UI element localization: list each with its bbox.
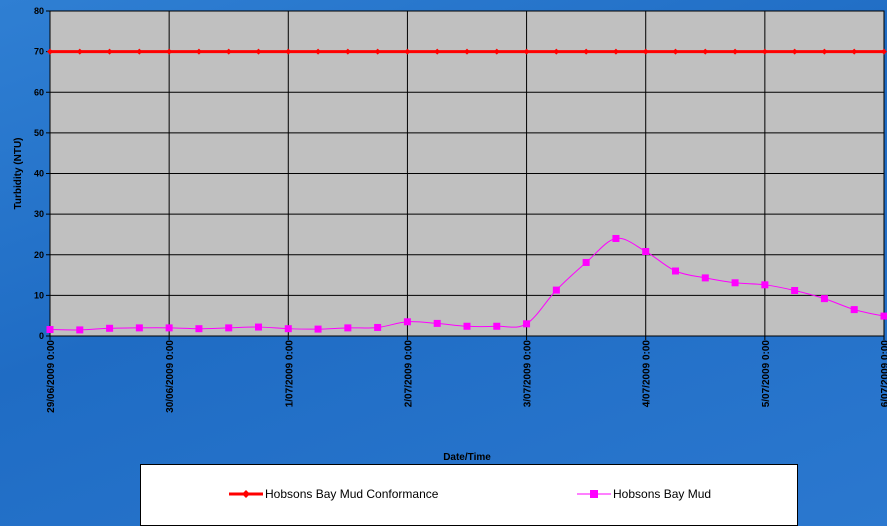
- point-conformance: [732, 48, 739, 55]
- point-mud: [135, 324, 143, 332]
- legend: Hobsons Bay Mud Conformance Hobsons Bay …: [140, 464, 798, 526]
- x-tick-label: 6/07/2009 0:00: [880, 340, 887, 408]
- point-conformance: [851, 48, 858, 55]
- point-conformance: [315, 48, 322, 55]
- point-conformance: [761, 48, 768, 55]
- point-conformance: [612, 48, 619, 55]
- x-tick-label: 30/06/2009 0:00: [165, 340, 176, 413]
- legend-label-conformance: Hobsons Bay Mud Conformance: [265, 487, 439, 501]
- legend-marker-conformance: [229, 490, 263, 498]
- point-conformance: [166, 48, 173, 55]
- point-conformance: [225, 48, 232, 55]
- point-conformance: [672, 48, 679, 55]
- point-mud: [880, 312, 887, 320]
- legend-item-conformance: Hobsons Bay Mud Conformance: [229, 487, 438, 501]
- legend-item-mud: Hobsons Bay Mud: [577, 487, 711, 501]
- point-conformance: [374, 48, 381, 55]
- point-conformance: [285, 48, 292, 55]
- point-conformance: [702, 48, 709, 55]
- point-mud: [582, 258, 590, 266]
- y-tick-label: 0: [39, 331, 44, 341]
- point-mud: [850, 306, 858, 314]
- point-conformance: [404, 48, 411, 55]
- point-mud: [552, 286, 560, 294]
- y-tick-label: 60: [34, 87, 44, 97]
- point-conformance: [583, 48, 590, 55]
- y-axis-ticks: 0 10 20 30 40 50 60 70 80: [34, 6, 50, 341]
- x-tick-label: 1/07/2009 0:00: [284, 340, 295, 408]
- point-conformance: [791, 48, 798, 55]
- point-conformance: [136, 48, 143, 55]
- y-tick-label: 10: [34, 290, 44, 300]
- series-layer: [46, 48, 887, 334]
- point-mud: [106, 324, 114, 332]
- point-mud: [761, 281, 769, 289]
- point-conformance: [464, 48, 470, 55]
- point-conformance: [881, 48, 887, 55]
- point-mud: [493, 322, 501, 330]
- legend-label-mud: Hobsons Bay Mud: [613, 487, 712, 501]
- point-mud: [433, 319, 441, 327]
- point-mud: [612, 235, 620, 242]
- y-tick-label: 70: [34, 47, 44, 57]
- y-tick-label: 50: [34, 128, 44, 138]
- point-conformance: [344, 48, 351, 55]
- point-mud: [76, 326, 84, 334]
- point-mud: [523, 320, 531, 328]
- point-mud: [701, 274, 709, 282]
- point-conformance: [434, 48, 441, 55]
- point-mud: [791, 287, 799, 294]
- x-axis-ticks: 29/06/2009 0:00 30/06/2009 0:00 1/07/2009 …: [46, 336, 887, 413]
- point-conformance: [642, 48, 649, 55]
- point-mud: [374, 323, 382, 331]
- point-mud: [403, 318, 411, 326]
- x-tick-label: 3/07/2009 0:00: [523, 340, 534, 408]
- point-conformance: [523, 48, 530, 55]
- point-conformance: [553, 48, 560, 55]
- point-conformance: [493, 48, 500, 55]
- point-mud: [165, 324, 173, 332]
- y-tick-label: 30: [34, 209, 44, 219]
- point-conformance: [821, 48, 828, 55]
- x-axis-title: Date/Time: [443, 452, 491, 463]
- point-mud: [672, 267, 679, 275]
- point-conformance: [195, 48, 202, 55]
- x-tick-label: 29/06/2009 0:00: [46, 340, 57, 413]
- x-tick-label: 4/07/2009 0:00: [642, 340, 653, 408]
- y-tick-label: 40: [34, 169, 44, 179]
- point-conformance: [106, 48, 113, 55]
- point-mud: [225, 324, 233, 332]
- point-mud: [195, 325, 203, 333]
- point-mud: [820, 295, 828, 303]
- y-axis-title: Turbidity (NTU): [13, 137, 24, 209]
- point-mud: [642, 248, 650, 255]
- y-tick-label: 80: [34, 6, 44, 16]
- point-mud: [255, 323, 262, 331]
- point-mud: [463, 322, 471, 330]
- point-conformance: [76, 48, 83, 55]
- point-conformance: [255, 48, 262, 55]
- point-mud: [731, 279, 739, 287]
- y-tick-label: 20: [34, 250, 44, 260]
- point-mud: [46, 326, 54, 333]
- x-tick-label: 5/07/2009 0:00: [761, 340, 772, 408]
- point-mud: [344, 324, 352, 332]
- point-mud: [284, 325, 292, 333]
- x-tick-label: 2/07/2009 0:00: [403, 340, 414, 408]
- point-conformance: [47, 48, 53, 55]
- point-mud: [314, 325, 322, 333]
- legend-marker-mud: [577, 490, 611, 498]
